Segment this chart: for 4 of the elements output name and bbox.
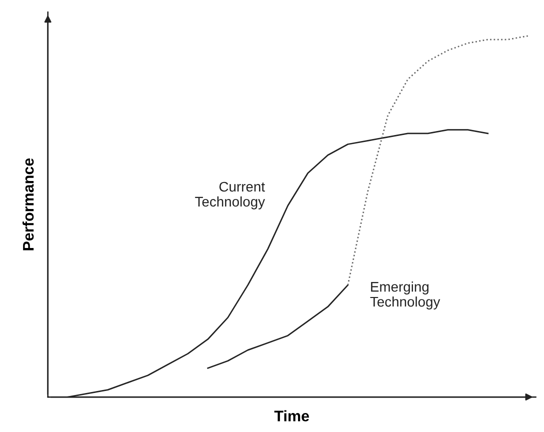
- y-axis-title: Performance: [22, 158, 34, 250]
- x-axis-title: Time: [274, 410, 310, 422]
- series-label: Emerging Technology: [370, 282, 440, 310]
- series-label: Current Technology: [195, 182, 265, 210]
